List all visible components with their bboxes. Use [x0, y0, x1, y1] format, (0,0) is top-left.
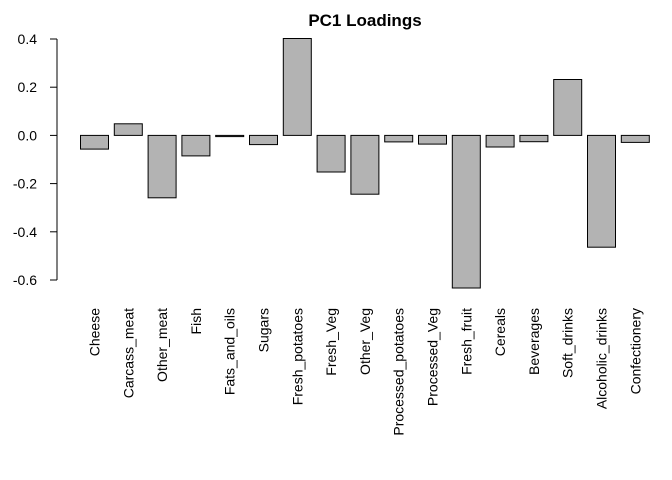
y-tick-label: 0.2 — [18, 79, 38, 95]
x-axis-labels: Cheese Carcass_meat Other_meat Fish Fats_and… — [87, 308, 644, 436]
bar-fresh-fruit — [451, 134, 481, 289]
x-tick-label: Fresh_fruit — [458, 308, 474, 375]
x-tick-label: Confectionery — [627, 308, 643, 394]
x-tick-label: Processed_Veg — [425, 308, 441, 406]
x-tick-label: Alcoholic_drinks — [594, 308, 610, 409]
bar-alcoholic-drinks — [587, 134, 616, 248]
x-tick-label: Carcass_meat — [120, 308, 136, 398]
chart-title: PC1 Loadings — [308, 11, 421, 30]
x-tick-label: Sugars — [256, 308, 272, 352]
bar-processed-veg — [418, 134, 447, 145]
y-axis: -0.6 -0.4 -0.2 0.0 0.2 0.4 — [13, 31, 58, 288]
bar-sugars — [249, 134, 278, 146]
bar-fish — [181, 134, 211, 157]
bar-confectionery — [620, 134, 650, 143]
x-tick-label: Fresh_potatoes — [289, 308, 305, 405]
bar-fats-and-oils — [215, 134, 245, 138]
x-tick-label: Cheese — [87, 308, 103, 356]
bar-processed-potatoes — [384, 134, 414, 143]
x-tick-label: Processed_potatoes — [391, 308, 407, 436]
bar-soft-drinks — [553, 79, 583, 136]
x-tick-label: Cereals — [492, 308, 508, 356]
bar-fresh-veg — [316, 134, 346, 173]
x-tick-label: Soft_drinks — [560, 308, 576, 378]
x-tick-label: Beverages — [526, 308, 542, 375]
bar-cheese — [80, 134, 109, 150]
x-tick-label: Other_Veg — [357, 308, 373, 375]
y-tick-label: 0.0 — [18, 127, 38, 143]
bar-carcass-meat — [113, 123, 143, 136]
bar-beverages — [519, 134, 549, 143]
x-tick-label: Fats_and_oils — [222, 308, 238, 395]
y-tick-label: -0.2 — [13, 176, 37, 192]
y-tick-label: -0.6 — [13, 272, 37, 288]
y-tick-label: -0.4 — [13, 224, 37, 240]
y-tick-label: 0.4 — [18, 31, 38, 47]
x-tick-label: Fish — [188, 308, 204, 334]
x-tick-label: Other_meat — [154, 308, 170, 382]
bar-cereals — [485, 134, 515, 148]
bar-fresh-potatoes — [282, 38, 312, 136]
bar-other-meat — [147, 134, 177, 199]
bar-other-veg — [350, 134, 380, 195]
bars-group — [80, 38, 650, 289]
x-tick-label: Fresh_Veg — [323, 308, 339, 376]
